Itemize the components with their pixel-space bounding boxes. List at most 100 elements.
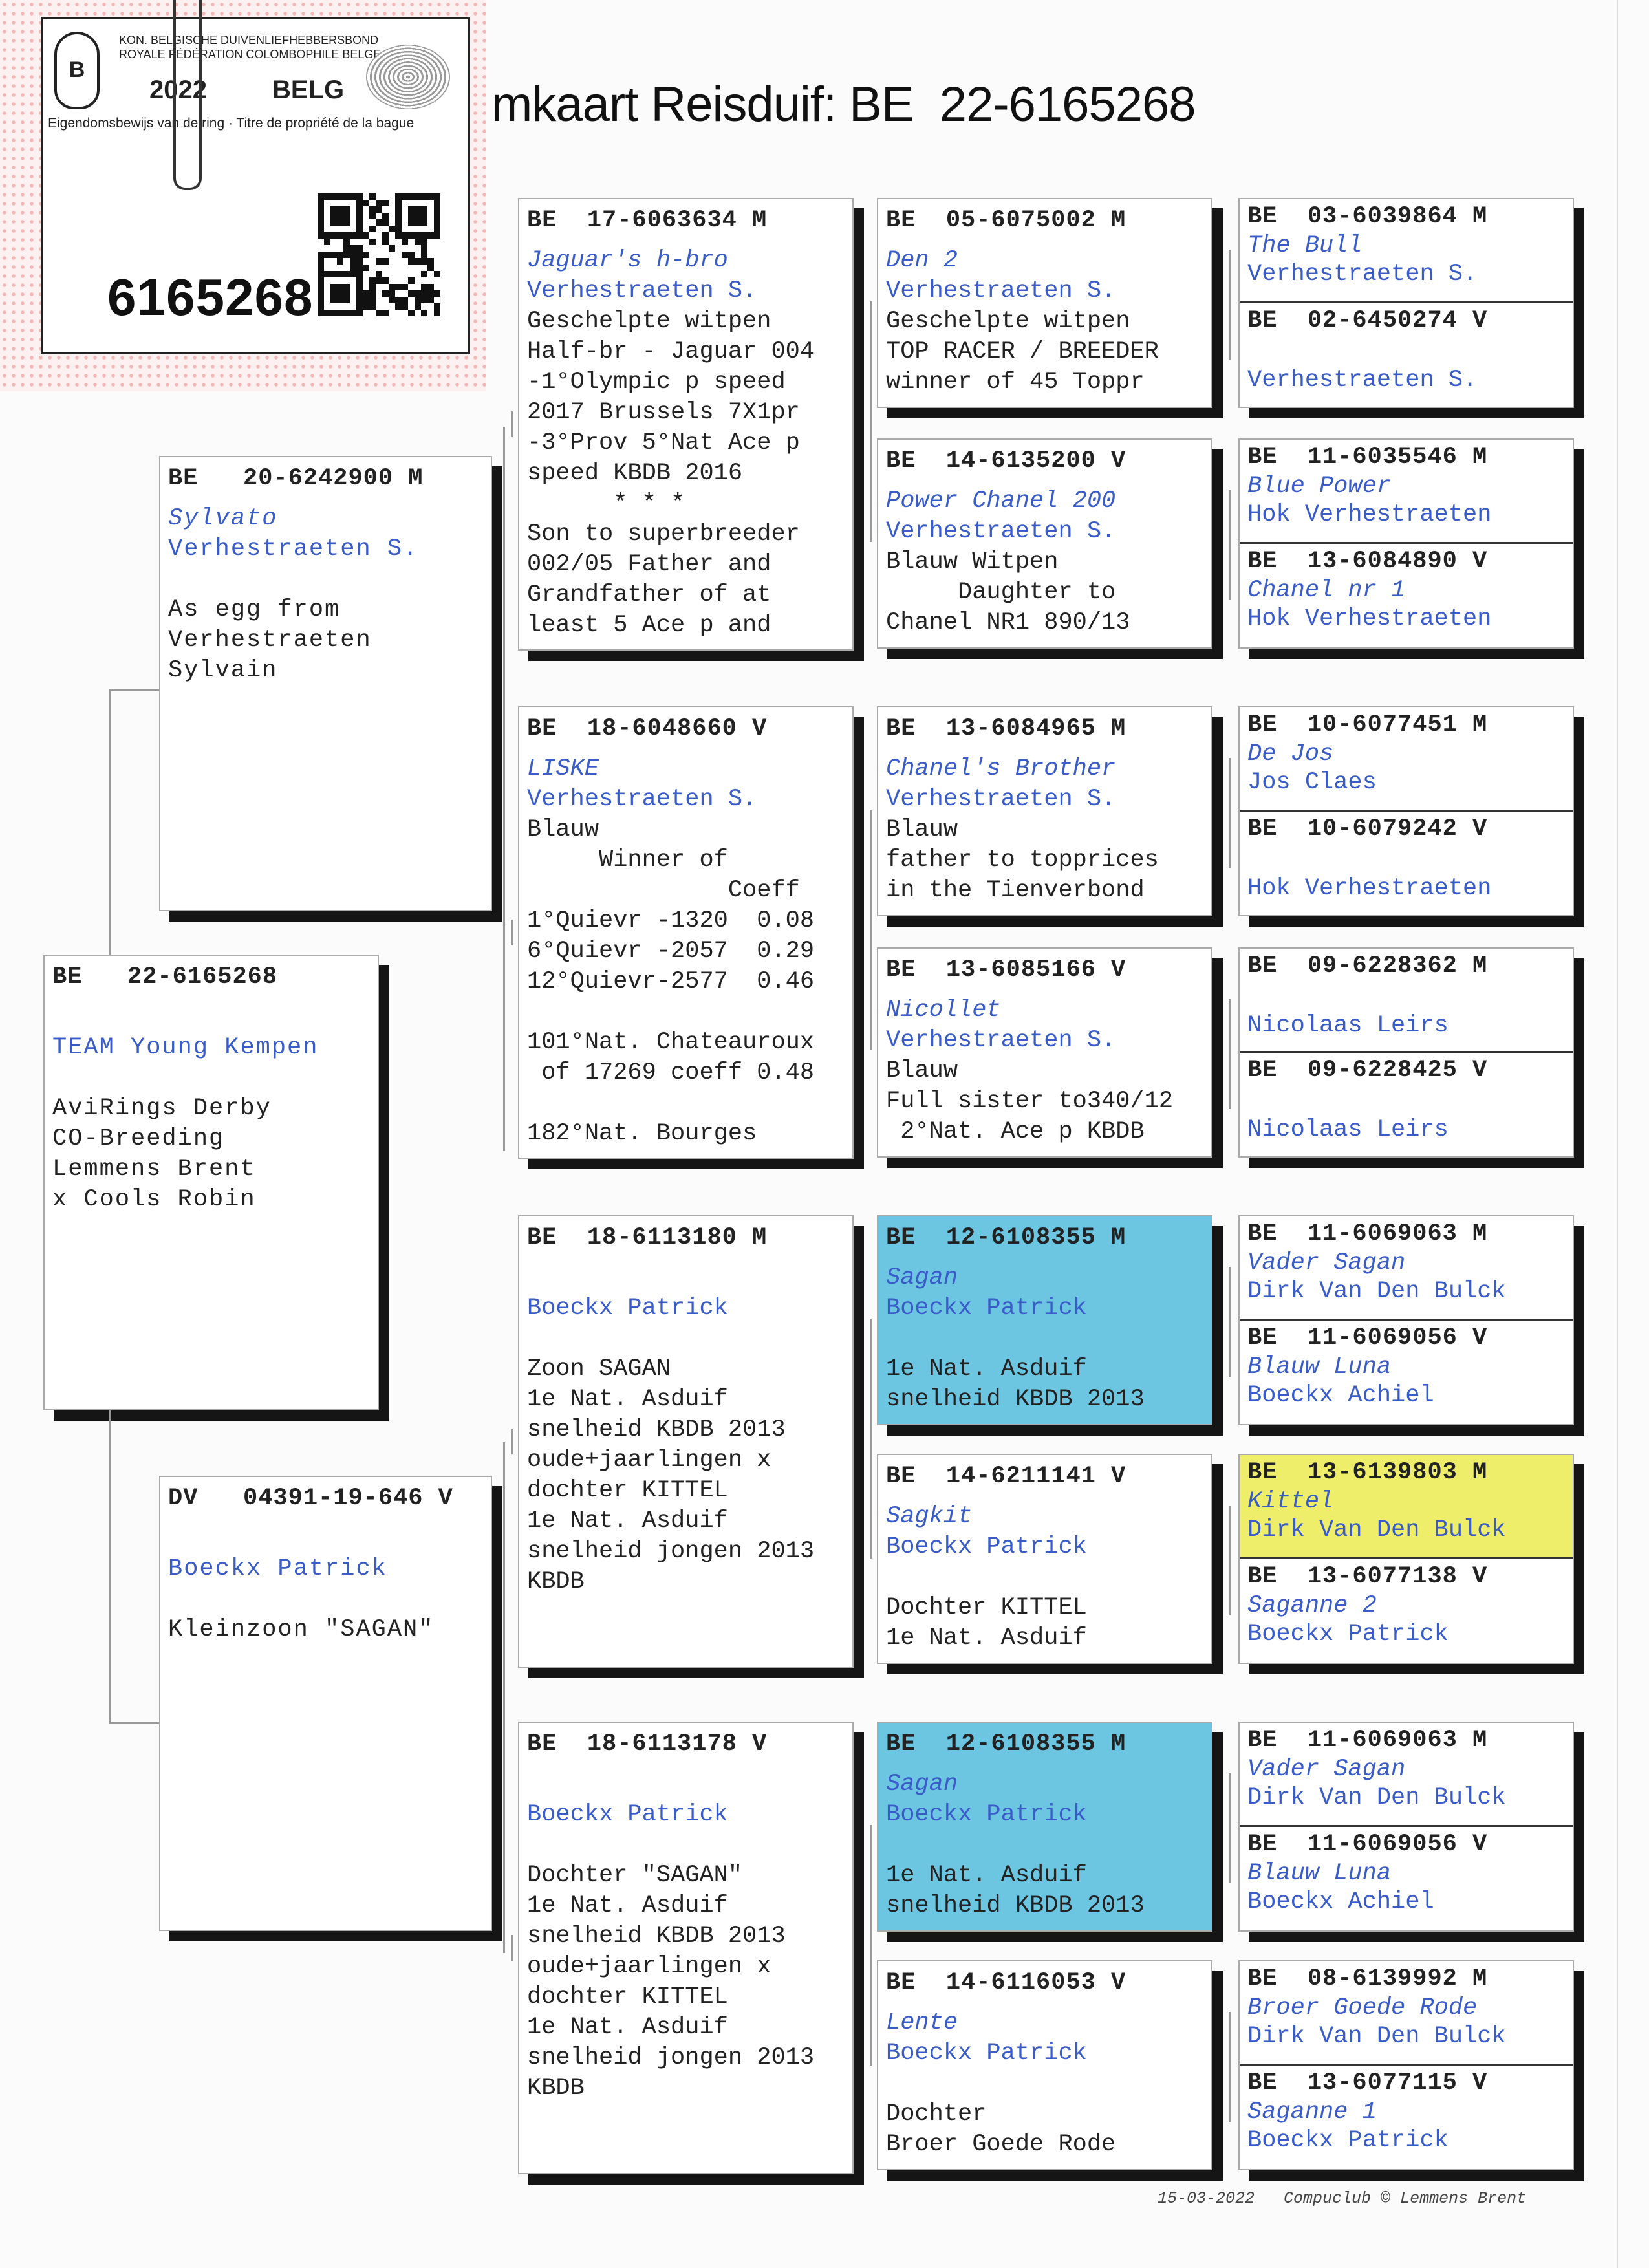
pigeon-card-gen3[interactable]: BE 12-6108355 M Sagan Boeckx Patrick 1e Nat… bbox=[877, 1215, 1212, 1425]
spacer bbox=[1247, 981, 1565, 1011]
note-line: of 17269 coeff 0.48 bbox=[527, 1059, 815, 1086]
connector-line bbox=[511, 411, 513, 437]
pigeon-name: Chanel nr 1 bbox=[1247, 577, 1406, 604]
pigeon-card-gen3[interactable]: BE 13-6084965 M Chanel's Brother Verhestra… bbox=[877, 706, 1212, 916]
pigeon-card-gen2[interactable]: BE 18-6113180 M Boeckx Patrick Zoon SAGAN 1… bbox=[518, 1215, 854, 1668]
owner-name: Hok Verhestraeten bbox=[1247, 501, 1492, 528]
ring-number: BE 11-6069056 V bbox=[1247, 1324, 1488, 1352]
org-line-1: KON. BELGISCHE DUIVENLIEFHEBBERSBOND bbox=[119, 34, 379, 47]
pigeon-name: Chanel's Brother bbox=[886, 755, 1116, 783]
pigeon-card-gen4-dam[interactable]: BE 13-6077115 V Saganne 1 Boeckx Patrick bbox=[1240, 2064, 1573, 2169]
pigeon-card-gen3[interactable]: BE 12-6108355 M Sagan Boeckx Patrick 1e Nat… bbox=[877, 1722, 1212, 1932]
ring-number: BE 14-6135200 V bbox=[886, 448, 1126, 475]
owner-name: Verhestraeten S. bbox=[168, 535, 419, 563]
spacer bbox=[886, 1830, 1203, 1861]
note-line: 6°Quievr -2057 0.29 bbox=[527, 938, 815, 965]
pigeon-card-gen4-dam[interactable]: BE 10-6079242 V Hok Verhestraeten bbox=[1240, 810, 1573, 915]
pigeon-card-gen3[interactable]: BE 05-6075002 M Den 2 Verhestraeten S. Gesc… bbox=[877, 198, 1212, 408]
spacer bbox=[527, 1324, 845, 1354]
note-line: AviRings Derby bbox=[52, 1095, 272, 1122]
pigeon-card-gen4-dam[interactable]: BE 09-6228425 V Nicolaas Leirs bbox=[1240, 1051, 1573, 1156]
connector-line bbox=[870, 1319, 872, 1559]
owner-name: Verhestraeten S. bbox=[886, 1027, 1116, 1054]
pigeon-card-gen4-sire[interactable]: BE 08-6139992 M Broer Goede Rode Dirk Van … bbox=[1240, 1961, 1573, 2064]
spacer bbox=[527, 997, 845, 1028]
ring-number: BE 13-6077115 V bbox=[1247, 2069, 1488, 2097]
ring-card-year: 2022 bbox=[149, 76, 207, 104]
pigeon-card-gen4-sire[interactable]: BE 11-6035546 M Blue Power Hok Verhestraet… bbox=[1240, 440, 1573, 542]
pigeon-card-gen4-sire[interactable]: BE 11-6069063 M Vader Sagan Dirk Van Den B… bbox=[1240, 1216, 1573, 1319]
owner-name: Hok Verhestraeten bbox=[1247, 875, 1492, 902]
pigeon-name: Den 2 bbox=[886, 247, 958, 274]
pigeon-card-dam[interactable]: DV 04391-19-646 V Boeckx Patrick Kleinzoon… bbox=[159, 1476, 492, 1931]
pigeon-card-gen4-dam[interactable]: BE 13-6084890 V Chanel nr 1 Hok Verhestrae… bbox=[1240, 542, 1573, 647]
pigeon-card-gen3[interactable]: BE 14-6135200 V Power Chanel 200 Verhestra… bbox=[877, 438, 1212, 649]
pigeon-card-gen4-dam[interactable]: BE 11-6069056 V Blauw Luna Boeckx Achiel bbox=[1240, 1825, 1573, 1930]
note-line: CO-Breeding bbox=[52, 1125, 225, 1152]
spacer bbox=[168, 565, 483, 595]
note-line: snelheid jongen 2013 bbox=[527, 2044, 815, 2071]
parents-pair-card: BE 10-6077451 M De Jos Jos Claes BE 10-6079… bbox=[1238, 706, 1574, 916]
note-line: 002/05 Father and bbox=[527, 551, 771, 578]
note-line: oude+jaarlingen x bbox=[527, 1447, 771, 1474]
pigeon-card-gen2[interactable]: BE 17-6063634 M Jaguar's h-bro Verhestraet… bbox=[518, 198, 854, 651]
connector-line bbox=[511, 1429, 513, 1454]
pigeon-card-gen4-dam[interactable]: BE 11-6069056 V Blauw Luna Boeckx Achiel bbox=[1240, 1319, 1573, 1424]
pigeon-card-gen4-sire[interactable]: BE 10-6077451 M De Jos Jos Claes bbox=[1240, 707, 1573, 810]
ring-number: BE 13-6084890 V bbox=[1247, 548, 1488, 575]
pigeon-name: Jaguar's h-bro bbox=[527, 247, 728, 274]
connector-line bbox=[503, 427, 505, 1151]
note-line: 101°Nat. Chateauroux bbox=[527, 1029, 815, 1056]
pigeon-name: Vader Sagan bbox=[1247, 1249, 1406, 1277]
pigeon-card-gen3[interactable]: BE 14-6211141 V Sagkit Boeckx Patrick Docht… bbox=[877, 1454, 1212, 1664]
pigeon-card-gen3[interactable]: BE 14-6116053 V Lente Boeckx Patrick Dochte… bbox=[877, 1960, 1212, 2170]
pigeon-card-gen4-dam[interactable]: BE 13-6077138 V Saganne 2 Boeckx Patrick bbox=[1240, 1557, 1573, 1663]
note-line: Zoon SAGAN bbox=[527, 1355, 671, 1383]
ring-number: BE 14-6211141 V bbox=[886, 1463, 1126, 1490]
pigeon-card-gen4-sire[interactable]: BE 13-6139803 M Kittel Dirk Van Den Bulck bbox=[1240, 1455, 1573, 1557]
note-line: x Cools Robin bbox=[52, 1186, 256, 1213]
note-line: snelheid KBDB 2013 bbox=[527, 1923, 786, 1950]
ring-number: BE 11-6069063 M bbox=[1247, 1727, 1488, 1754]
pigeon-card-sire[interactable]: BE 20-6242900 M Sylvato Verhestraeten S. As… bbox=[159, 456, 492, 911]
pigeon-card-gen4-sire[interactable]: BE 11-6069063 M Vader Sagan Dirk Van Den B… bbox=[1240, 1723, 1573, 1825]
parents-pair-card: BE 03-6039864 M The Bull Verhestraeten S. B… bbox=[1238, 198, 1574, 408]
ring-card-caption: Eigendomsbewijs van de ring · Titre de p… bbox=[48, 116, 415, 131]
pigeon-card-gen4-dam[interactable]: BE 02-6450274 V Verhestraeten S. bbox=[1240, 301, 1573, 407]
ring-number: BE 08-6139992 M bbox=[1247, 1965, 1488, 1993]
spacer bbox=[52, 1063, 370, 1094]
pigeon-card-gen3[interactable]: BE 13-6085166 V Nicollet Verhestraeten S. B… bbox=[877, 947, 1212, 1158]
note-line: Geschelpte witpen bbox=[527, 308, 771, 335]
pigeon-name: Power Chanel 200 bbox=[886, 488, 1116, 515]
owner-name: Boeckx Patrick bbox=[527, 1801, 728, 1828]
pigeon-name: Blauw Luna bbox=[1247, 1354, 1392, 1381]
spacer bbox=[1247, 336, 1565, 366]
note-line: 12°Quievr-2577 0.46 bbox=[527, 968, 815, 995]
pigeon-name: The Bull bbox=[1247, 232, 1363, 259]
connector-line bbox=[1229, 758, 1231, 868]
note-line: dochter KITTEL bbox=[527, 1477, 728, 1504]
spacer bbox=[52, 1002, 370, 1033]
note-line: in the Tienverbond bbox=[886, 877, 1145, 904]
owner-name: Boeckx Patrick bbox=[1247, 2127, 1449, 2154]
pigeon-card-gen2[interactable]: BE 18-6048660 V LISKE Verhestraeten S. Blau… bbox=[518, 706, 854, 1159]
pigeon-card-gen4-sire[interactable]: BE 09-6228362 M Nicolaas Leirs bbox=[1240, 949, 1573, 1051]
connector-line bbox=[1229, 1506, 1231, 1615]
org-line-2: ROYALE FÉDÉRATION COLOMBOPHILE BELGE bbox=[119, 48, 382, 61]
connector-line bbox=[1229, 1773, 1231, 1883]
note-line: least 5 Ace p and bbox=[527, 612, 771, 639]
spacer bbox=[1247, 844, 1565, 874]
pigeon-card-gen4-sire[interactable]: BE 03-6039864 M The Bull Verhestraeten S. bbox=[1240, 199, 1573, 301]
pigeon-card-gen2[interactable]: BE 18-6113178 V Boeckx Patrick Dochter "SA… bbox=[518, 1722, 854, 2174]
spacer bbox=[886, 1324, 1203, 1354]
spacer bbox=[168, 1584, 483, 1615]
note-line: Lemmens Brent bbox=[52, 1156, 256, 1183]
ring-ownership-card: B KON. BELGISCHE DUIVENLIEFHEBBERSBOND RO… bbox=[0, 0, 486, 391]
note-line: TOP RACER / BREEDER bbox=[886, 338, 1159, 365]
owner-name: Verhestraeten S. bbox=[886, 786, 1116, 813]
pigeon-card-subject[interactable]: BE 22-6165268 TEAM Young Kempen AviRings D… bbox=[43, 955, 379, 1410]
note-line: dochter KITTEL bbox=[527, 1983, 728, 2011]
connector-line bbox=[870, 810, 872, 1050]
owner-name: Boeckx Patrick bbox=[886, 2040, 1087, 2067]
owner-name: Verhestraeten S. bbox=[886, 277, 1116, 305]
